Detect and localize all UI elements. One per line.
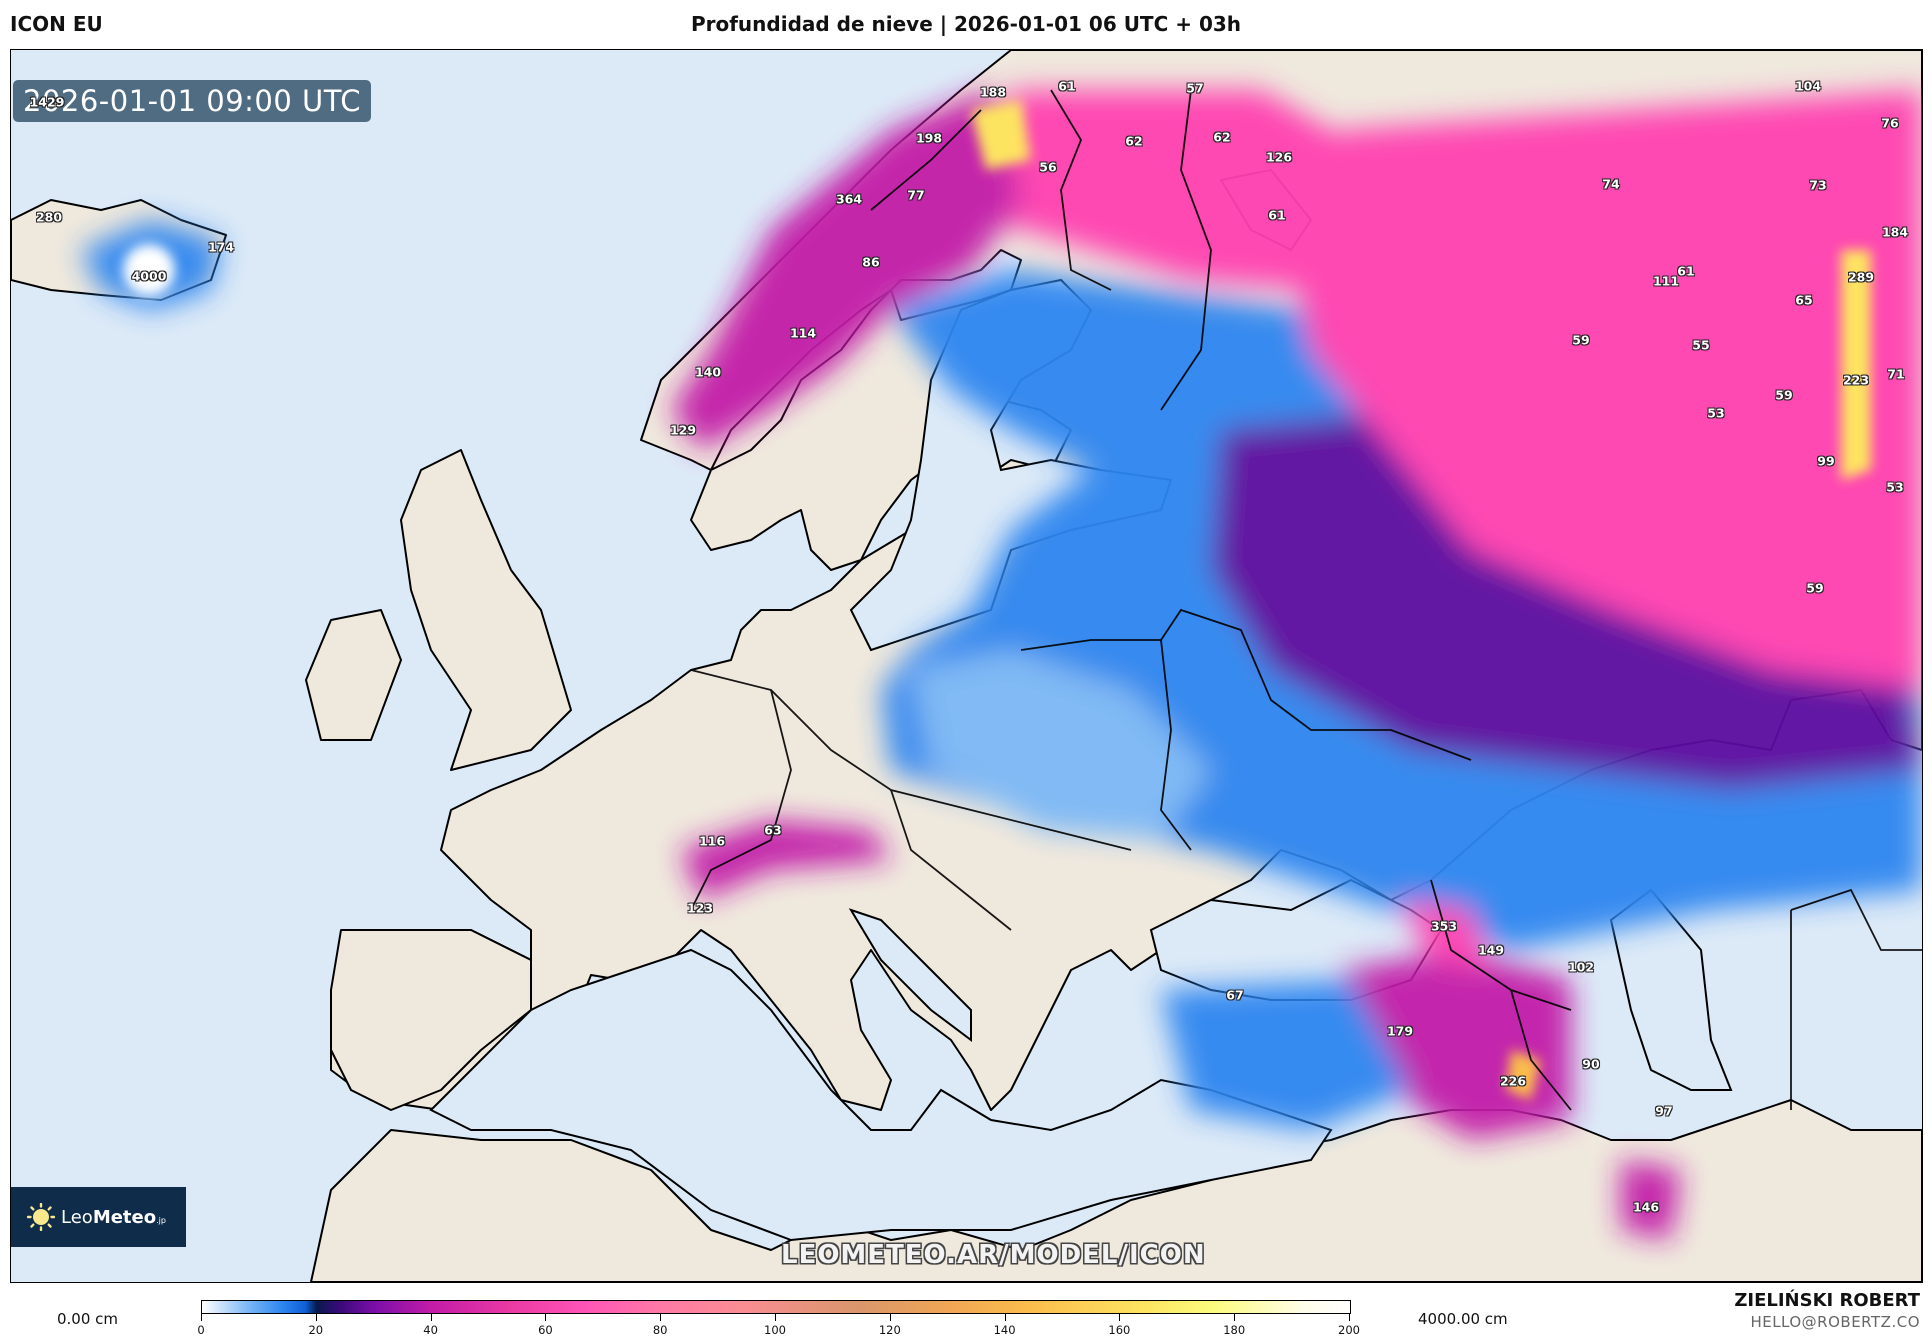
snow-depth-value-label: 65 — [1795, 292, 1813, 308]
colorbar-tick-label: 40 — [423, 1323, 438, 1337]
snow-peaks — [123, 100, 1871, 1100]
snow-depth-value-label: 53 — [1707, 405, 1725, 421]
snow-depth-value-label: 71 — [1887, 366, 1905, 382]
colorbar-tick-mark — [1119, 1313, 1121, 1321]
snow-depth-value-label: 188 — [979, 84, 1007, 100]
colorbar-tick-label: 60 — [538, 1323, 553, 1337]
snow-depth-value-label: 146 — [1632, 1199, 1660, 1215]
snow-depth-value-label: 59 — [1572, 332, 1590, 348]
snow-depth-value-label: 123 — [686, 900, 714, 916]
author-email[interactable]: HELLO@ROBERTZ.CO — [1750, 1313, 1920, 1331]
colorbar-tick-mark — [545, 1313, 547, 1321]
snow-depth-value-label: 62 — [1125, 133, 1143, 149]
snow-depth-value-label: 99 — [1817, 453, 1835, 469]
colorbar-tick-label: 20 — [308, 1323, 324, 1337]
snow-depth-value-label: 1429 — [29, 94, 65, 110]
model-name: ICON EU — [10, 12, 103, 36]
colorbar-tick-label: 200 — [1338, 1323, 1360, 1337]
watermark-url: LEOMETEO.AR/MODEL/ICON — [781, 1240, 1206, 1270]
country-borders — [690, 89, 1922, 1111]
snow-depth-value-label: 111 — [1652, 273, 1680, 289]
map-layer — [11, 50, 1922, 1282]
snow-depth-value-label: 73 — [1809, 177, 1827, 193]
snow-depth-value-label: 61 — [1058, 78, 1076, 94]
colorbar-tick-mark — [1004, 1313, 1006, 1321]
colorbar-tick-mark — [315, 1313, 317, 1321]
snow-depth-value-label: 61 — [1268, 207, 1286, 223]
colorbar-tick-mark — [1349, 1313, 1350, 1321]
snow-depth-value-label: 280 — [35, 209, 63, 225]
snow-depth-value-label: 364 — [835, 191, 863, 207]
snow-depth-value-label: 129 — [669, 422, 697, 438]
snow-depth-value-label: 223 — [1842, 372, 1870, 388]
snow-depth-value-label: 353 — [1430, 918, 1458, 934]
colorbar-tick-mark — [660, 1313, 662, 1321]
leometeo-logo[interactable]: LeoMeteo.jp — [11, 1187, 186, 1247]
snow-layer — [81, 90, 1922, 1240]
snow-depth-value-label: 149 — [1477, 942, 1505, 958]
colorbar-tick-mark — [889, 1313, 891, 1321]
snow-depth-value-label: 97 — [1655, 1103, 1673, 1119]
snow-depth-value-label: 184 — [1881, 224, 1909, 240]
snow-depth-value-label: 53 — [1886, 479, 1904, 495]
map-title: Profundidad de nieve | 2026-01-01 06 UTC… — [690, 12, 1242, 36]
snow-depth-value-label: 61 — [1677, 263, 1695, 279]
colorbar-tick-mark — [201, 1313, 202, 1321]
snow-depth-value-label: 55 — [1692, 337, 1710, 353]
colorbar-max-label: 4000.00 cm — [1418, 1310, 1508, 1328]
snow-depth-value-label: 114 — [789, 325, 817, 341]
colorbar-tick-label: 180 — [1223, 1323, 1246, 1337]
snow-depth-value-label: 102 — [1567, 959, 1595, 975]
snow-depth-value-label: 63 — [764, 822, 782, 838]
snow-depth-value-label: 198 — [915, 130, 943, 146]
snow-depth-value-label: 86 — [862, 254, 880, 270]
logo-text: LeoMeteo.jp — [61, 1206, 166, 1228]
colorbar-tick-label: 160 — [1108, 1323, 1131, 1337]
snow-depth-value-label: 140 — [694, 364, 722, 380]
snow-depth-value-label: 179 — [1386, 1023, 1414, 1039]
colorbar-tick-label: 80 — [652, 1323, 668, 1337]
snow-depth-value-label: 174 — [207, 239, 235, 255]
snow-depth-value-label: 4000 — [131, 268, 167, 284]
snow-depth-value-label: 59 — [1775, 387, 1793, 403]
snow-depth-value-label: 76 — [1881, 115, 1899, 131]
colorbar-tick-mark — [1234, 1313, 1236, 1321]
snow-depth-value-label: 59 — [1806, 580, 1824, 596]
snow-depth-value-label: 226 — [1499, 1073, 1527, 1089]
colorbar-min-label: 0.00 cm — [57, 1310, 119, 1328]
colorbar-tick-mark — [430, 1313, 432, 1321]
valid-time-badge: 2026-01-01 09:00 UTC — [13, 80, 372, 122]
snow-depth-value-label: 289 — [1847, 269, 1875, 285]
colorbar-tick-mark — [775, 1313, 776, 1321]
snow-depth-value-label: 90 — [1582, 1056, 1600, 1072]
snow-depth-value-label: 56 — [1039, 159, 1057, 175]
author-credit: ZIELIŃSKI ROBERT — [1734, 1290, 1920, 1311]
colorbar-tick-label: 120 — [878, 1323, 901, 1337]
colorbar-tick-label: 100 — [764, 1323, 786, 1337]
snow-depth-value-label: 77 — [907, 187, 925, 203]
colorbar — [201, 1300, 1351, 1314]
snow-depth-value-label: 104 — [1794, 78, 1822, 94]
snow-depth-value-label: 67 — [1226, 987, 1244, 1003]
snow-depth-map[interactable]: 2026-01-01 09:00 UTC 1429 280 174 4000 188 61… — [10, 49, 1923, 1283]
sun-icon — [27, 1203, 55, 1231]
snow-depth-value-label: 57 — [1186, 80, 1204, 96]
colorbar-tick-label: 0 — [197, 1323, 205, 1337]
snow-depth-value-label: 126 — [1265, 149, 1293, 165]
snow-depth-value-label: 62 — [1213, 129, 1231, 145]
snow-depth-value-label: 116 — [698, 833, 726, 849]
colorbar-tick-label: 140 — [993, 1323, 1016, 1337]
snow-depth-value-label: 74 — [1602, 176, 1620, 192]
